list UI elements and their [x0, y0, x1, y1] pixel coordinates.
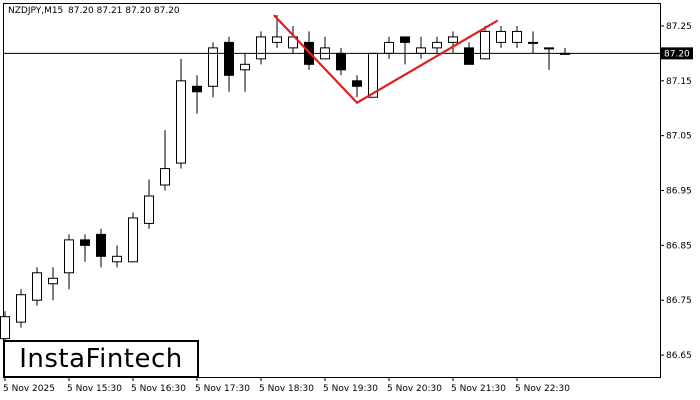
candle-body [16, 294, 26, 323]
candle-body [496, 30, 506, 43]
candle-body [336, 52, 346, 71]
candle [176, 58, 186, 169]
candle [48, 267, 58, 301]
chart-ohlc: 87.20 87.21 87.20 87.20 [68, 6, 180, 16]
candle [496, 25, 506, 48]
time-tick-label: 5 Nov 16:30 [131, 384, 186, 394]
candle-body [288, 36, 298, 49]
candle-body [448, 36, 458, 43]
price-tick-label: 86.65 [666, 351, 692, 361]
candle [512, 25, 522, 48]
time-tick-label: 5 Nov 17:30 [195, 384, 250, 394]
candle [32, 267, 42, 306]
candle [432, 36, 442, 54]
candle [256, 31, 266, 65]
time-axis: 5 Nov 2025 5 Nov 15:30 5 Nov 16:30 5 Nov 17… [3, 377, 570, 394]
pattern-layer [273, 14, 499, 105]
candle [16, 289, 26, 328]
chart-symbol: NZDJPY,M15 [8, 6, 63, 16]
candle-body [0, 316, 10, 340]
candle-body [256, 36, 266, 60]
candle-body [128, 217, 138, 263]
candle-body [80, 239, 90, 246]
candle-body [240, 63, 250, 71]
current-price-label: 87.20 [664, 49, 690, 59]
candle-body [432, 41, 442, 49]
candle [400, 36, 410, 65]
candle [544, 47, 554, 70]
candle [128, 212, 138, 263]
price-axis: 87.25 87.15 87.05 86.95 86.85 86.75 86.65 87.20 [660, 22, 693, 361]
candle-body [64, 239, 74, 274]
time-tick-label: 5 Nov 18:30 [259, 384, 314, 394]
candle-body [544, 47, 554, 50]
candle [144, 179, 154, 229]
brand-logo: InstaFintech [3, 340, 199, 378]
time-tick-label: 5 Nov 19:30 [323, 384, 378, 394]
candle [528, 31, 538, 54]
time-tick-label: 5 Nov 2025 [3, 384, 55, 394]
candle [80, 234, 90, 262]
candle-body [160, 168, 170, 186]
candle-body [224, 41, 234, 76]
candle [224, 36, 234, 92]
candle-body [400, 36, 410, 43]
price-tick-label: 87.15 [666, 77, 692, 87]
candle-body [96, 233, 106, 257]
candle-body [32, 272, 42, 301]
time-tick-label: 5 Nov 15:30 [67, 384, 122, 394]
candle-body [208, 47, 218, 87]
candle-body [192, 85, 202, 93]
candle-body [176, 80, 186, 164]
price-tick-label: 86.95 [666, 187, 692, 197]
candle [272, 14, 282, 48]
price-tick-label: 87.05 [666, 132, 692, 142]
candle-body [480, 30, 490, 60]
candle-body [416, 47, 426, 54]
candle-body [144, 195, 154, 224]
candle [240, 53, 250, 92]
candle [112, 245, 122, 268]
brand-logo-text: InstaFintech [19, 344, 183, 374]
candles-layer [0, 14, 570, 356]
double-top-pattern-line [273, 14, 499, 105]
price-tick-label: 86.85 [666, 241, 692, 251]
price-tick-label: 86.75 [666, 296, 692, 306]
candle [96, 228, 106, 268]
time-tick-label: 5 Nov 22:30 [515, 384, 570, 394]
candle [448, 31, 458, 54]
candle [208, 42, 218, 98]
candle [352, 75, 362, 98]
price-tick-label: 87.25 [666, 22, 692, 32]
time-tick-label: 5 Nov 21:30 [451, 384, 506, 394]
candle-body [384, 41, 394, 54]
candle-body [352, 80, 362, 87]
candle-body [48, 277, 58, 285]
current-price-tag [661, 47, 693, 60]
candle-body [528, 41, 538, 44]
time-tick-label: 5 Nov 20:30 [387, 384, 442, 394]
candle [288, 25, 298, 54]
candle [160, 130, 170, 191]
candle-body [464, 47, 474, 65]
candle [192, 75, 202, 114]
candle-body [272, 36, 282, 43]
plot-frame [3, 3, 661, 378]
candle-body [512, 30, 522, 43]
candle-body [112, 255, 122, 263]
candle [64, 234, 74, 290]
